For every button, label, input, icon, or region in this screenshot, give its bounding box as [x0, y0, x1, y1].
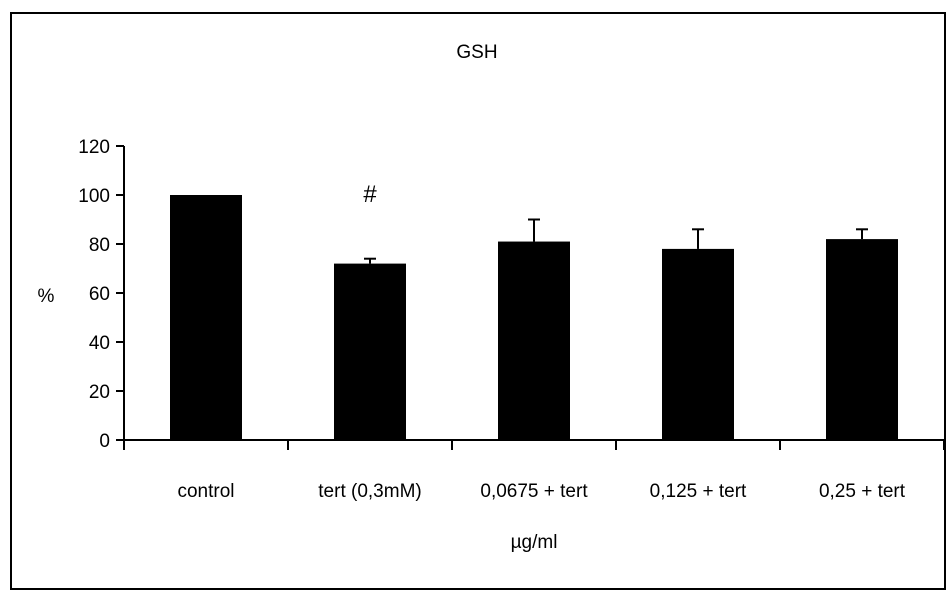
y-tick-label: 20	[89, 382, 110, 403]
x-tick-label: 0,125 + tert	[650, 481, 747, 502]
bar	[826, 239, 898, 440]
annotations: #	[363, 181, 377, 208]
significance-marker: #	[363, 181, 377, 208]
chart-title: GSH	[456, 42, 497, 63]
bars	[170, 195, 898, 440]
y-axis: 0 20 40 60 80 100 120	[78, 137, 125, 452]
x-axis-label: µg/ml	[511, 532, 558, 553]
x-tick-label: tert (0,3mM)	[318, 481, 421, 502]
y-tick-label: 40	[89, 333, 110, 354]
x-axis: control tert (0,3mM) 0,0675 + tert 0,125 + …	[123, 439, 945, 502]
chart-frame	[10, 12, 946, 590]
bar	[662, 248, 734, 440]
error-bars	[364, 218, 868, 264]
bar	[498, 241, 570, 440]
bar	[334, 263, 406, 440]
y-tick-label: 120	[78, 137, 110, 158]
bar	[170, 195, 242, 440]
y-tick-label: 100	[78, 186, 110, 207]
x-tick-label: 0,0675 + tert	[480, 481, 588, 502]
x-tick-label: 0,25 + tert	[819, 481, 906, 502]
y-axis-label: %	[38, 286, 55, 307]
y-tick-label: 0	[99, 431, 110, 452]
x-tick-label: control	[177, 481, 234, 502]
y-tick-label: 80	[89, 235, 110, 256]
y-tick-label: 60	[89, 284, 110, 305]
